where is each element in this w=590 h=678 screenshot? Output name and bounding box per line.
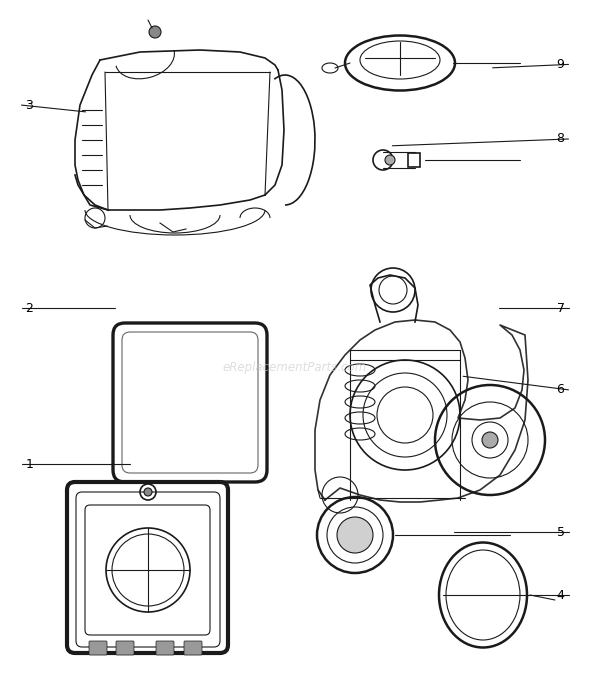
FancyBboxPatch shape [184,641,202,655]
Text: 2: 2 [25,302,34,315]
Bar [408,153,420,167]
Circle shape [337,517,373,553]
Text: 7: 7 [556,302,565,315]
Circle shape [149,26,161,38]
Text: 1: 1 [25,458,34,471]
Text: 5: 5 [556,525,565,539]
FancyBboxPatch shape [116,641,134,655]
Text: 9: 9 [556,58,565,71]
Text: 6: 6 [556,383,565,397]
Circle shape [144,488,152,496]
Circle shape [482,432,498,448]
FancyBboxPatch shape [156,641,174,655]
FancyBboxPatch shape [89,641,107,655]
Text: eReplacementParts.com: eReplacementParts.com [223,361,367,374]
Text: 3: 3 [25,98,34,112]
Text: 8: 8 [556,132,565,146]
Circle shape [385,155,395,165]
Text: 4: 4 [556,589,565,602]
